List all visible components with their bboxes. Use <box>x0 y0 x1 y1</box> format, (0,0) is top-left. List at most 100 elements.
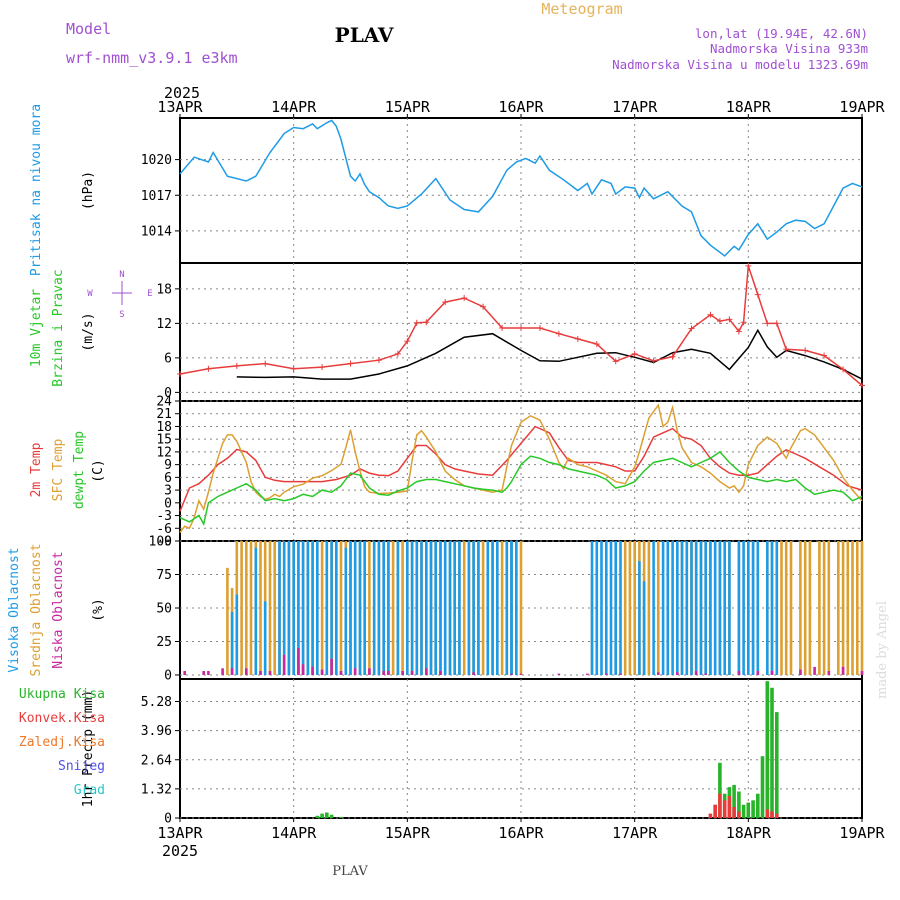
y-tick-label: 25 <box>156 635 172 650</box>
y-tick-label: 3.96 <box>141 724 172 739</box>
bar-srednja-oblacnost <box>851 541 854 675</box>
bar-visoka-oblacnost <box>439 541 442 675</box>
y-tick-label: 0 <box>164 386 172 401</box>
bar-niska-oblacnost <box>704 673 707 675</box>
bar-niska-oblacnost <box>330 658 333 675</box>
y-tick-label: 1020 <box>141 153 172 168</box>
bar-visoka-oblacnost <box>278 541 281 675</box>
bar-srednja-oblacnost <box>240 541 243 675</box>
legend-temperature-2: dewpt Temp <box>72 431 87 509</box>
y-tick-label: 100 <box>149 535 172 550</box>
bar-visoka-oblacnost <box>306 541 310 675</box>
bar-visoka-oblacnost <box>458 541 461 675</box>
bar-visoka-oblacnost <box>486 541 490 675</box>
bar-srednja-oblacnost <box>259 541 262 675</box>
bar-ukupna-kisa <box>760 756 765 818</box>
y-axis-label-clouds: (%) <box>91 598 106 621</box>
bar-srednja-oblacnost <box>860 541 864 675</box>
bar-visoka-oblacnost <box>728 541 731 675</box>
bar-niska-oblacnost <box>282 654 286 675</box>
bar-visoka-oblacnost <box>297 541 300 675</box>
y-tick-label: 50 <box>156 601 172 616</box>
bar-srednja-oblacnost <box>846 541 850 675</box>
bar-srednja-oblacnost <box>273 541 276 675</box>
bar-visoka-oblacnost <box>694 541 698 675</box>
lonlat-label: lon,lat (19.94E, 42.6N) <box>695 26 868 41</box>
bar-konvek-kisa <box>727 795 732 818</box>
bar-visoka-oblacnost <box>453 541 456 675</box>
y-tick-label: 15 <box>156 433 172 448</box>
bar-visoka-oblacnost <box>600 541 603 675</box>
station-title: PLAV <box>335 23 394 47</box>
bar-srednja-oblacnost <box>226 567 229 675</box>
bar-srednja-oblacnost <box>462 541 466 675</box>
top-date-label: 14APR <box>271 98 317 116</box>
bar-ukupna-kisa <box>775 712 779 818</box>
bar-niska-oblacnost <box>353 668 357 675</box>
bar-niska-oblacnost <box>619 673 622 675</box>
y-tick-label: -6 <box>156 522 172 537</box>
bar-visoka-oblacnost <box>335 541 338 675</box>
bar-visoka-oblacnost <box>590 541 594 675</box>
bar-srednja-oblacnost <box>808 541 812 675</box>
top-date-label: 17APR <box>612 98 658 116</box>
legend-wind-0: 10m Vjetar <box>29 289 44 367</box>
legend-temperature-0: 2m Temp <box>29 442 44 497</box>
bar-visoka-oblacnost <box>254 547 258 675</box>
y-tick-label: 9 <box>164 458 172 473</box>
product-title: Meteogram <box>541 0 622 18</box>
y-tick-label: 3 <box>164 484 172 499</box>
legend-clouds-2: Niska Oblacnost <box>51 551 66 668</box>
bar-niska-oblacnost <box>737 671 741 675</box>
bar-visoka-oblacnost <box>704 541 707 675</box>
bar-visoka-oblacnost <box>448 541 452 675</box>
bar-ukupna-kisa <box>325 812 329 818</box>
bar-srednja-oblacnost <box>647 541 651 675</box>
bar-visoka-oblacnost <box>699 541 703 675</box>
y-tick-label: 12 <box>156 317 172 332</box>
bar-visoka-oblacnost <box>609 541 613 675</box>
bar-visoka-oblacnost <box>387 541 390 675</box>
bar-konvek-kisa <box>765 809 770 818</box>
legend-clouds-0: Visoka Oblacnost <box>7 547 22 672</box>
bar-niska-oblacnost <box>301 664 305 675</box>
bar-srednja-oblacnost <box>822 541 826 675</box>
bar-niska-oblacnost <box>756 671 760 675</box>
bar-visoka-oblacnost <box>661 541 665 675</box>
legend-clouds-1: Srednja Oblacnost <box>29 543 44 676</box>
bar-visoka-oblacnost <box>353 541 357 675</box>
bar-visoka-oblacnost <box>311 541 314 675</box>
top-date-label: 16APR <box>498 98 544 116</box>
bar-visoka-oblacnost <box>756 541 760 675</box>
bar-visoka-oblacnost <box>363 541 366 675</box>
bar-visoka-oblacnost <box>747 541 750 675</box>
top-date-label: 13APR <box>157 98 203 116</box>
bar-niska-oblacnost <box>557 673 561 675</box>
bar-visoka-oblacnost <box>652 541 655 675</box>
bar-niska-oblacnost <box>268 671 272 675</box>
bar-visoka-oblacnost <box>642 581 646 675</box>
bar-niska-oblacnost <box>770 671 774 675</box>
bar-niska-oblacnost <box>860 671 864 675</box>
y-tick-label: 21 <box>156 407 172 422</box>
bar-visoka-oblacnost <box>358 541 362 675</box>
bar-konvek-kisa <box>737 811 741 818</box>
y-axis-label-temperature: (C) <box>91 459 106 482</box>
bar-niska-oblacnost <box>382 671 385 675</box>
bar-srednja-oblacnost <box>391 541 395 675</box>
bar-visoka-oblacnost <box>491 541 494 675</box>
panels-layer: 1014 1017 1020 (hPa) Pritisak na nivou mora 0… <box>7 98 886 842</box>
y-tick-label: 5.28 <box>141 695 172 710</box>
bar-visoka-oblacnost <box>230 612 234 675</box>
y-tick-label: 18 <box>156 282 172 297</box>
bar-visoka-oblacnost <box>263 601 267 675</box>
y-tick-label: 0 <box>164 496 172 511</box>
bar-visoka-oblacnost <box>434 541 437 675</box>
bar-ukupna-kisa <box>320 813 324 818</box>
bar-ukupna-kisa <box>741 804 746 818</box>
bar-visoka-oblacnost <box>301 541 305 675</box>
bar-niska-oblacnost <box>207 671 210 675</box>
bar-niska-oblacnost <box>259 671 262 675</box>
bar-ukupna-kisa <box>718 762 722 818</box>
